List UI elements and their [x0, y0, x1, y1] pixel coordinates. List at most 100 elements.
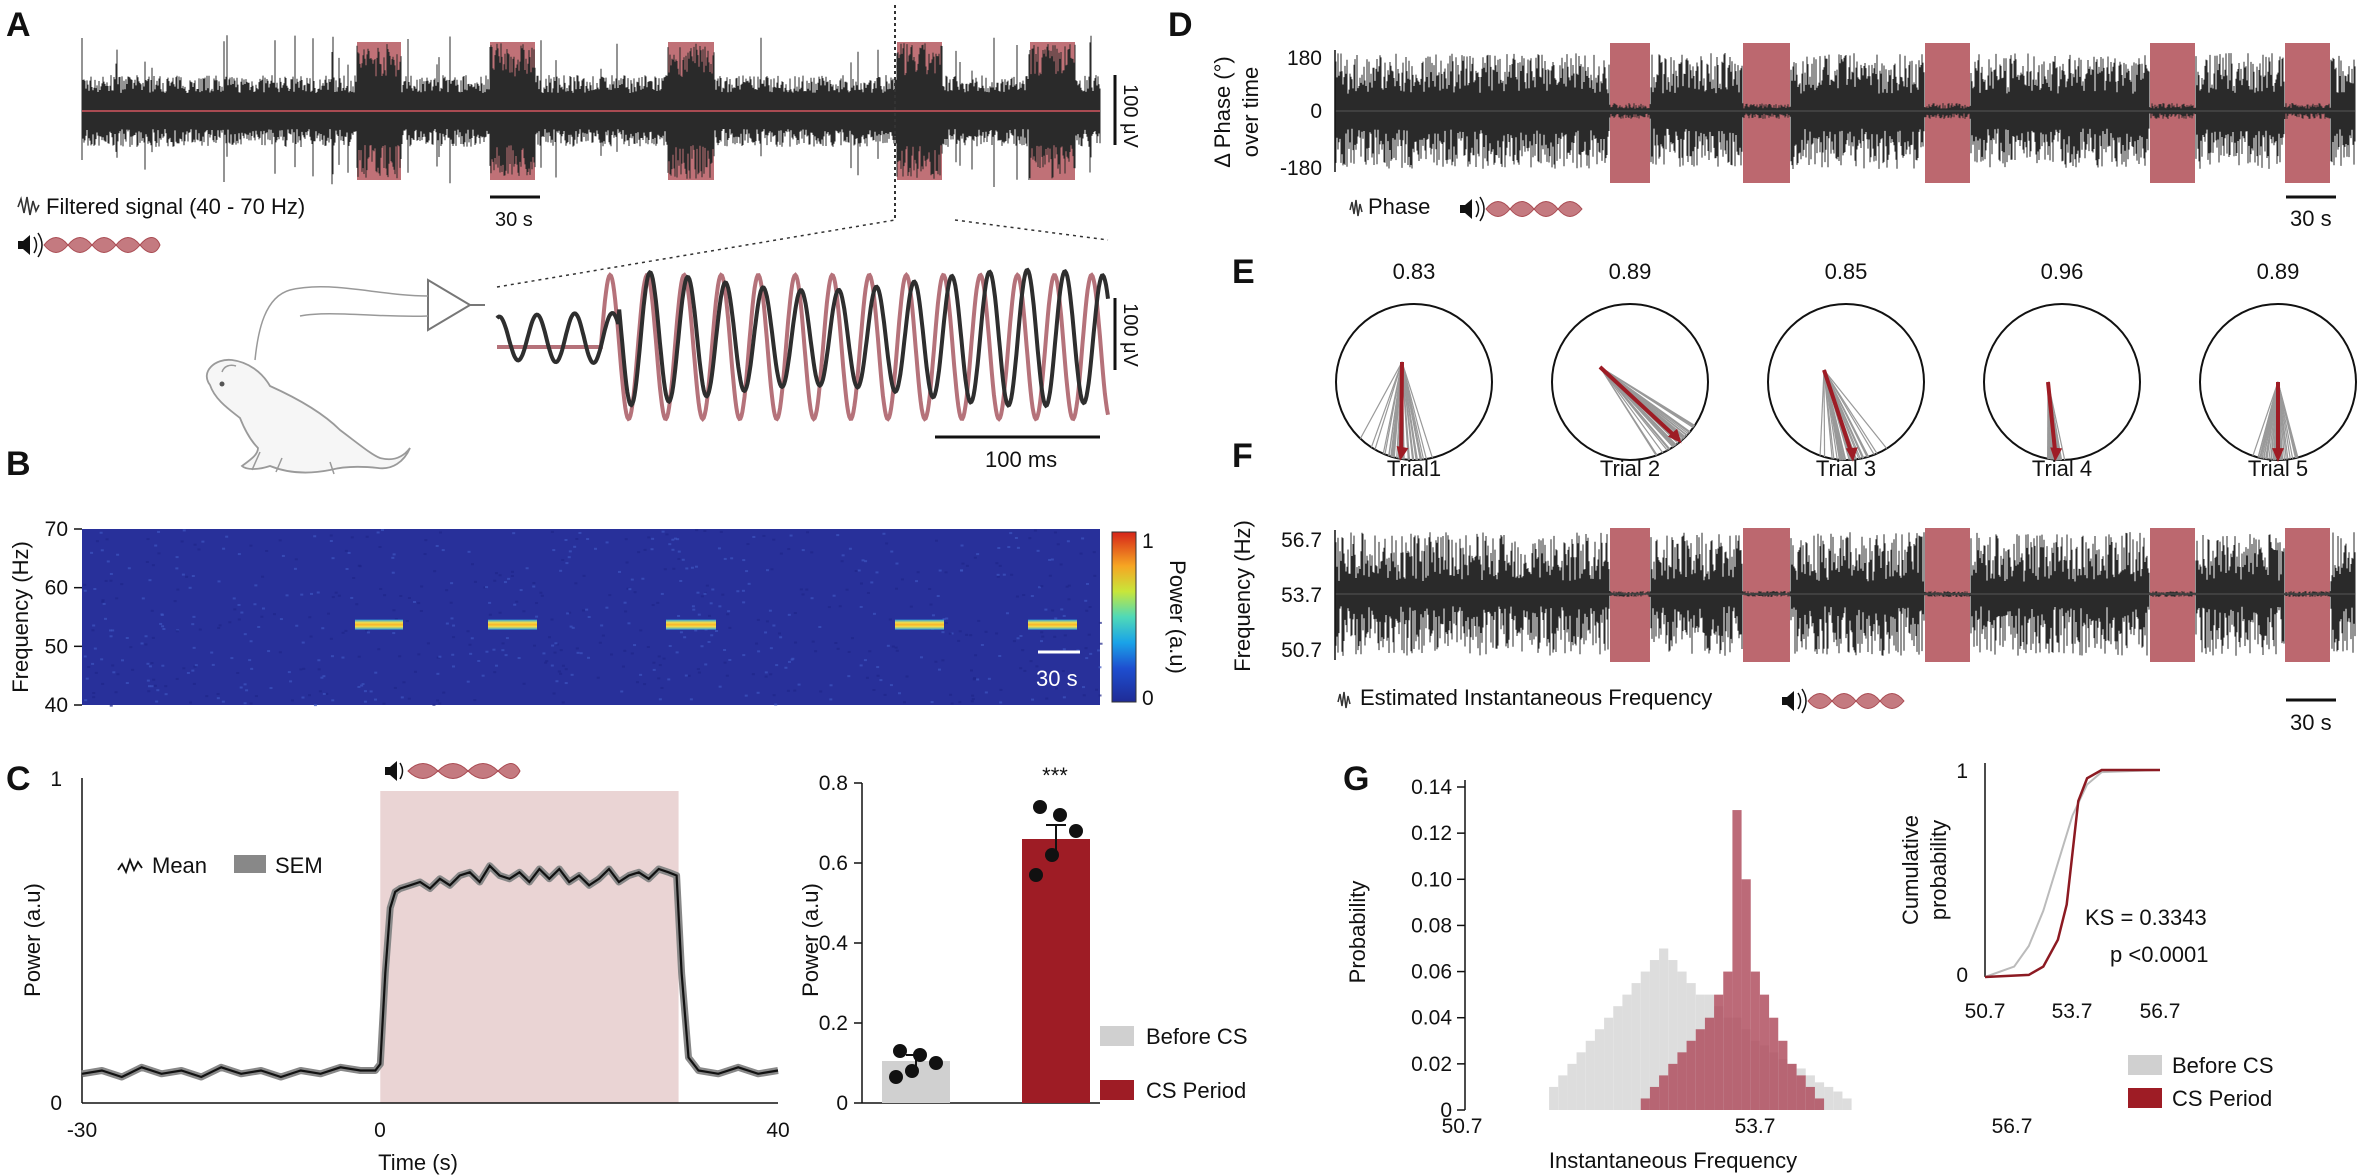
spectrogram-speckle: [131, 668, 135, 671]
spectrogram-speckle: [672, 567, 676, 570]
panel-a-zoom-time-scale-label: 100 ms: [985, 447, 1057, 472]
spectrogram-speckle: [564, 539, 568, 542]
trial-plv-value: 0.96: [2041, 259, 2084, 284]
polar-circle: [1335, 303, 1493, 461]
spectrogram-speckle: [1040, 631, 1044, 634]
panel-g-ylabel: Probability: [1345, 881, 1370, 984]
spectrogram-speckle: [998, 654, 1002, 657]
spectrogram-speckle: [1085, 609, 1089, 612]
spectrogram-speckle: [714, 629, 718, 632]
phase-ray: [1823, 369, 1875, 456]
spectrogram-speckle: [1099, 642, 1103, 645]
spectrogram-speckle: [697, 613, 701, 616]
spectrogram-speckle: [883, 693, 887, 696]
spectrogram-speckle: [116, 673, 120, 676]
spectrogram-speckle: [628, 588, 632, 591]
histogram-bar-cs-period: [1677, 1052, 1687, 1110]
spectrogram-speckle: [194, 664, 198, 667]
spectrogram-speckle: [568, 611, 572, 614]
spectrogram-speckle: [93, 587, 97, 590]
spectrogram-speckle: [127, 567, 131, 570]
spectrogram-speckle: [872, 688, 876, 691]
spectrogram-speckle: [786, 689, 790, 692]
spectrogram-speckle: [707, 640, 711, 643]
histogram-bar-cs-period: [1787, 1063, 1797, 1110]
spectrogram-speckle: [466, 630, 470, 633]
spectrogram-speckle: [344, 629, 348, 632]
spectrogram-speckle: [473, 580, 477, 583]
spectrogram-speckle: [512, 532, 516, 535]
spectrogram-speckle: [237, 553, 241, 556]
cdf-ytick-1: 1: [1956, 760, 1968, 783]
spectrogram-speckle: [436, 672, 440, 675]
panel-a-zoom-volt-scale-label: 100 μV: [1119, 303, 1141, 367]
spectrogram-speckle: [504, 654, 508, 657]
spectrogram-speckle: [660, 686, 664, 689]
spectrogram-speckle: [857, 569, 861, 572]
spectrogram-speckle: [777, 632, 781, 635]
spectrogram-speckle: [192, 682, 196, 685]
spectrogram-speckle: [192, 615, 196, 618]
spectrogram-speckle: [736, 590, 740, 593]
spectrogram-speckle: [329, 637, 333, 640]
panel-c-ytick-1: 1: [50, 768, 62, 791]
panel-d-legend-text: Phase: [1368, 194, 1430, 219]
spectrogram-speckle: [950, 632, 954, 635]
spectrogram-speckle: [1028, 537, 1032, 540]
panel-b: Frequency (Hz) 70 60 50 40 30 s 1 0 Power (…: [8, 518, 1190, 717]
spectrogram-speckle: [574, 582, 578, 585]
panel-a-volt-scale-label: 100 μV: [1119, 84, 1141, 148]
spectrogram-speckle: [647, 536, 651, 539]
spectrogram-speckle: [438, 702, 442, 705]
zoom-line-left: [496, 219, 896, 288]
spectrogram-speckle: [652, 661, 656, 664]
spectrogram-speckle: [488, 601, 492, 604]
spectrogram-speckle: [1041, 635, 1045, 638]
g-legend-before-swatch: [2128, 1055, 2162, 1075]
spectrogram-speckle: [882, 532, 886, 535]
spectrogram-speckle: [301, 696, 305, 699]
spectrogram-speckle: [623, 649, 627, 652]
spectrogram-speckle: [683, 636, 687, 639]
panel-c-ylabel: Power (a.u): [20, 883, 45, 997]
spectrogram-speckle: [585, 608, 589, 611]
spectrogram-speckle: [762, 534, 766, 537]
spectrogram-speckle: [261, 575, 265, 578]
spectrogram-speckle: [865, 676, 869, 679]
spectrogram-speckle: [317, 659, 321, 662]
spectrogram-speckle: [841, 554, 845, 557]
spectrogram-speckle: [567, 556, 571, 559]
spectrogram-speckle: [1015, 595, 1019, 598]
spectrogram-speckle: [1029, 660, 1033, 663]
histogram-bar-cs-period: [1759, 994, 1770, 1110]
spectrogram-speckle: [976, 678, 980, 681]
spectrogram-speckle: [148, 579, 152, 582]
histogram-bar-before-cs: [1677, 971, 1687, 1110]
panel-letter-b: B: [6, 445, 31, 483]
spectrogram-speckle: [1062, 648, 1066, 651]
spectrogram-speckle: [651, 604, 655, 607]
spectrogram-speckle: [436, 699, 440, 702]
spectrogram-speckle: [605, 541, 609, 544]
spectrogram-speckle: [329, 540, 333, 543]
spectrogram-speckle: [819, 690, 823, 693]
spectrogram-speckle: [90, 551, 94, 554]
spectrogram-speckle: [394, 618, 398, 621]
spectrogram-speckle: [972, 677, 976, 680]
spectrogram-speckle: [363, 700, 367, 703]
spectrogram-speckle: [793, 612, 797, 615]
histogram-bar-before-cs: [1576, 1052, 1586, 1110]
spectrogram-speckle: [426, 642, 430, 645]
spectrogram-speckle: [101, 682, 105, 685]
spectrogram-speckle: [222, 547, 226, 550]
gamma-band-5: [1028, 619, 1077, 630]
spectrogram-speckle: [1019, 634, 1023, 637]
spectrogram-speckle: [299, 668, 303, 671]
spectrogram-speckle: [201, 540, 205, 543]
histogram-bar-cs-period: [1732, 810, 1742, 1110]
spectrogram-speckle: [847, 675, 851, 678]
spectrogram-speckle: [153, 684, 157, 687]
arrow-head-icon: [1667, 428, 1682, 444]
spectrogram-speckle: [550, 530, 554, 533]
spectrogram-speckle: [331, 557, 335, 560]
